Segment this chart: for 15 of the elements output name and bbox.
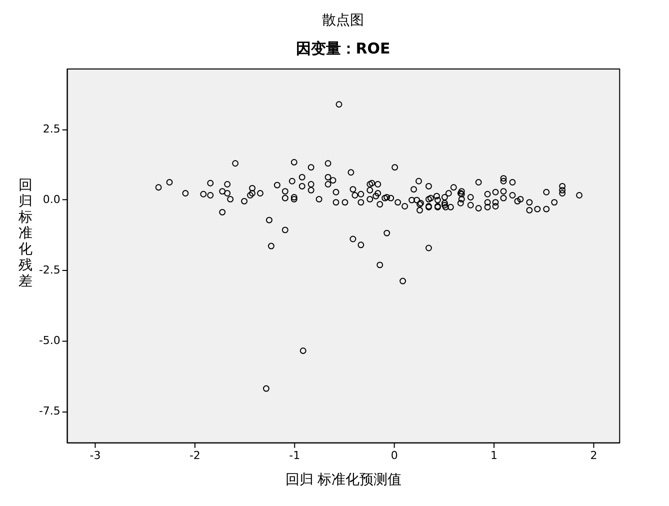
x-tick-label: 0 xyxy=(390,448,398,462)
chart-subtitle: 因变量：ROE xyxy=(296,40,390,58)
x-axis-title: 回归 标准化预测值 xyxy=(285,472,402,488)
x-tick-label: -1 xyxy=(289,448,300,462)
x-tick-label: -3 xyxy=(90,448,101,462)
y-tick-label: -2.5 xyxy=(38,264,60,277)
y-axis-title: 回归标准化残差 xyxy=(17,178,32,290)
y-tick-label: -5.0 xyxy=(38,334,60,348)
chart-title: 散点图 xyxy=(322,12,364,29)
x-tick-label: 1 xyxy=(490,448,498,462)
y-tick-label: -7.5 xyxy=(38,404,60,418)
x-tick-label: 2 xyxy=(590,448,598,462)
y-tick-label: 2.5 xyxy=(42,122,60,136)
y-tick-label: 0.0 xyxy=(42,192,60,206)
x-tick-label: -2 xyxy=(189,448,200,462)
